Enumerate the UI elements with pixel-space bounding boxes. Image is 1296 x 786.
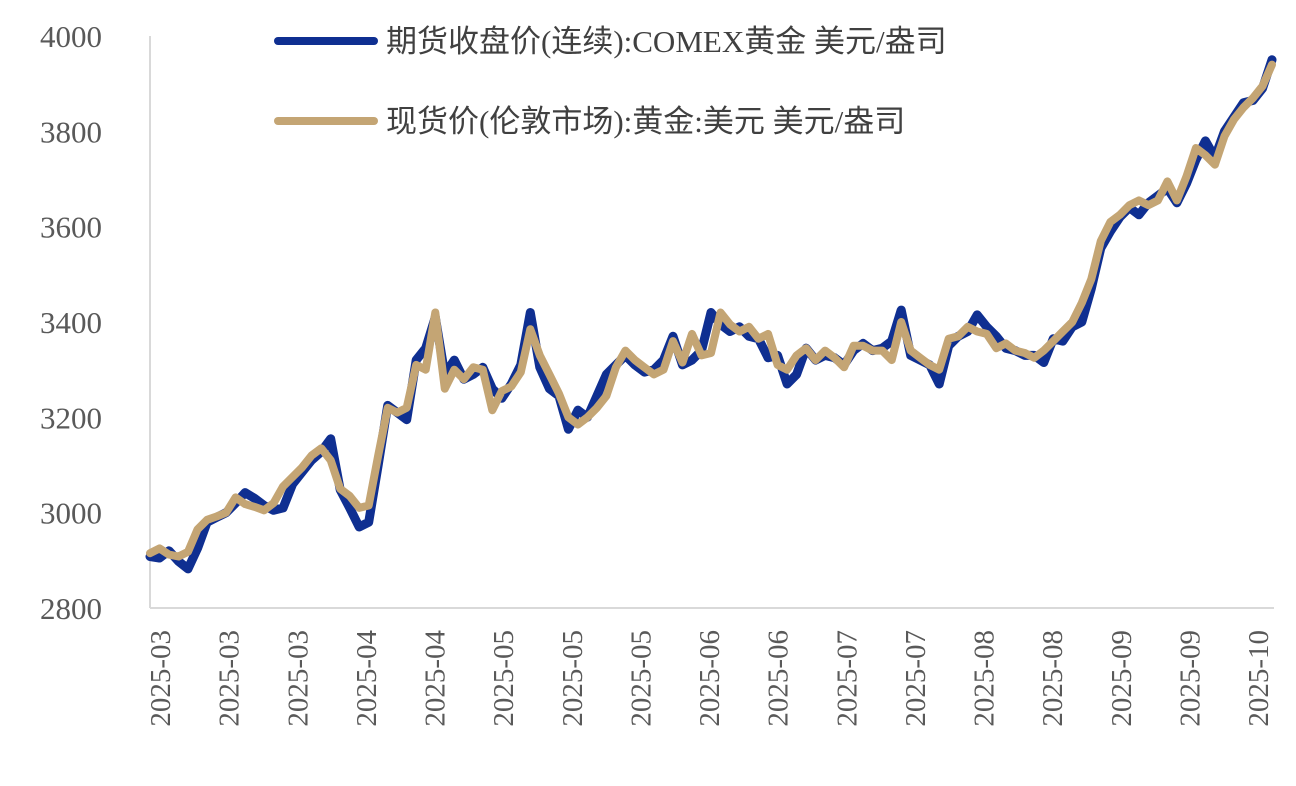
x-tick-label: 2025-09 [1106,630,1138,727]
x-tick-label: 2025-05 [488,630,520,727]
x-axis-ticks: 2025-03 2025-03 2025-03 2025-04 2025-04 2025-… [145,630,1275,727]
x-tick-label: 2025-08 [1037,630,1069,727]
y-tick-label: 3400 [40,305,102,340]
x-tick-label: 2025-06 [763,630,795,727]
legend-label-comex: 期货收盘价(连续):COMEX黄金 美元/盎司 [386,24,947,59]
legend-label-london: 现货价(伦敦市场):黄金:美元 美元/盎司 [386,104,905,139]
x-tick-label: 2025-03 [145,630,177,727]
x-tick-label: 2025-05 [625,630,657,727]
x-tick-label: 2025-03 [214,630,246,727]
x-tick-label: 2025-04 [420,630,452,727]
y-tick-label: 3800 [40,114,102,149]
x-tick-label: 2025-05 [557,630,589,727]
series-line-london [146,60,1276,561]
y-tick-label: 3600 [40,210,102,245]
legend: 期货收盘价(连续):COMEX黄金 美元/盎司 现货价(伦敦市场):黄金:美元 … [274,24,947,139]
y-axis-ticks: 4000 3800 3600 3400 3200 3000 2800 [40,19,102,626]
y-tick-label: 3000 [40,496,102,531]
y-tick-label: 3200 [40,400,102,435]
x-tick-label: 2025-07 [900,630,932,727]
y-tick-label: 4000 [40,19,102,54]
y-tick-label: 2800 [40,591,102,626]
plot-area [145,55,1277,574]
x-tick-label: 2025-06 [694,630,726,727]
x-tick-label: 2025-09 [1174,630,1206,727]
x-tick-label: 2025-08 [969,630,1001,727]
x-tick-label: 2025-04 [351,630,383,727]
x-tick-label: 2025-10 [1243,630,1275,727]
x-tick-label: 2025-07 [831,630,863,727]
x-tick-label: 2025-03 [282,630,314,727]
